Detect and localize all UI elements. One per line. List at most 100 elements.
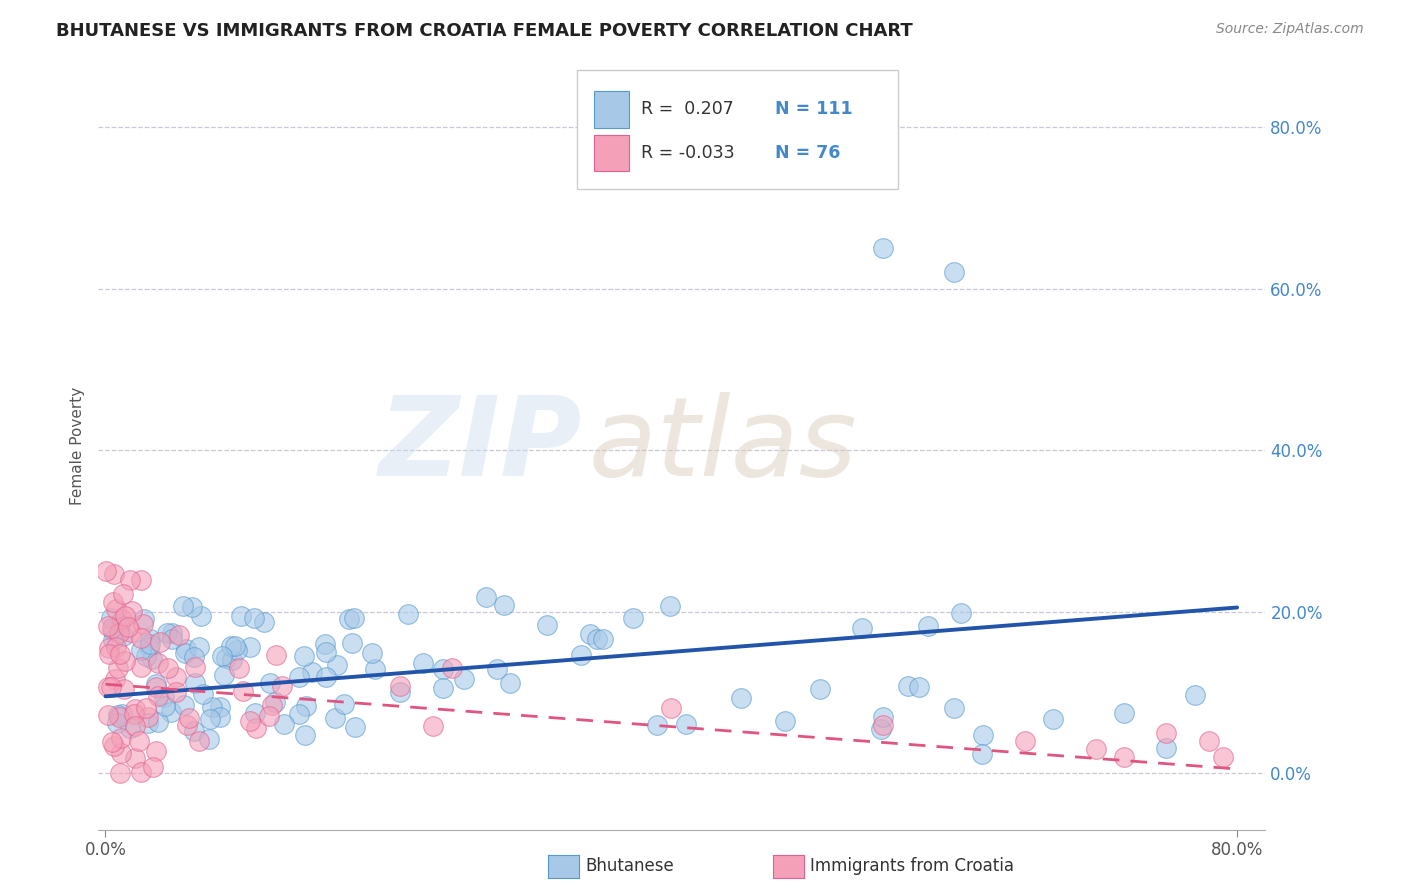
Point [191, 687, 214, 701]
Point [259, 675, 281, 690]
Point [228, 661, 250, 675]
Point [259, 708, 281, 723]
Point [159, 705, 181, 719]
Text: ZIP: ZIP [380, 392, 582, 500]
Point [209, 710, 232, 724]
Point [183, 649, 205, 664]
Point [569, 648, 592, 662]
Point [103, 739, 125, 753]
Point [388, 679, 411, 693]
Point [273, 717, 295, 731]
Point [432, 681, 454, 695]
Point [97, 648, 120, 662]
Point [101, 735, 124, 749]
Point [200, 712, 222, 726]
Point [146, 656, 169, 670]
Point [388, 685, 411, 699]
Point [422, 719, 444, 733]
Point [333, 698, 356, 712]
Point [155, 626, 177, 640]
Point [183, 660, 205, 674]
Point [908, 680, 931, 694]
Point [243, 706, 266, 720]
Point [264, 696, 287, 710]
Point [294, 728, 316, 742]
Point [145, 681, 167, 695]
Point [97, 680, 120, 694]
Point [181, 600, 204, 615]
Point [145, 744, 167, 758]
Point [104, 601, 127, 615]
Point [111, 612, 134, 626]
Point [453, 672, 475, 686]
Point [117, 620, 139, 634]
Point [364, 662, 387, 676]
Point [949, 606, 972, 620]
Point [314, 637, 336, 651]
Point [184, 675, 207, 690]
Point [243, 610, 266, 624]
Point [499, 676, 522, 690]
Point [851, 621, 873, 635]
Point [1014, 733, 1036, 747]
Point [325, 658, 347, 673]
Point [165, 670, 187, 684]
Point [396, 607, 419, 621]
Bar [595, 91, 630, 128]
Point [148, 715, 170, 730]
Point [288, 670, 311, 684]
Point [659, 701, 682, 715]
Point [253, 615, 276, 629]
Point [139, 632, 162, 646]
Point [132, 617, 155, 632]
Y-axis label: Female Poverty: Female Poverty [69, 387, 84, 505]
Point [232, 684, 254, 698]
Point [1084, 741, 1107, 756]
Point [239, 640, 262, 655]
Point [474, 590, 496, 604]
Point [245, 721, 267, 735]
Point [288, 706, 311, 721]
Text: N = 76: N = 76 [775, 144, 841, 162]
Point [315, 645, 337, 659]
Point [412, 656, 434, 670]
Point [1212, 750, 1234, 764]
Text: R = -0.033: R = -0.033 [641, 144, 735, 162]
Text: Immigrants from Croatia: Immigrants from Croatia [810, 857, 1014, 875]
Point [94, 564, 117, 578]
Point [108, 616, 131, 631]
Point [112, 682, 135, 697]
Point [110, 731, 132, 745]
Point [107, 710, 129, 724]
Point [292, 648, 315, 663]
Point [295, 698, 318, 713]
Point [675, 717, 697, 731]
Point [872, 241, 894, 255]
Point [215, 650, 238, 665]
Point [260, 698, 283, 713]
Point [1112, 750, 1135, 764]
Point [492, 598, 515, 612]
Point [361, 646, 384, 660]
Point [197, 731, 219, 746]
Point [221, 653, 243, 667]
Point [343, 611, 366, 625]
Point [162, 626, 184, 640]
Point [157, 661, 180, 675]
Text: atlas: atlas [589, 392, 858, 500]
Point [135, 701, 157, 715]
Point [773, 714, 796, 728]
Point [110, 747, 132, 761]
Point [301, 665, 323, 679]
Point [174, 642, 197, 657]
Point [142, 759, 165, 773]
Point [128, 734, 150, 748]
Point [266, 648, 288, 662]
Point [943, 700, 966, 714]
Point [972, 747, 994, 762]
Text: N = 111: N = 111 [775, 100, 853, 119]
Point [132, 612, 155, 626]
Point [211, 648, 233, 663]
Point [138, 640, 160, 655]
Point [167, 627, 190, 641]
